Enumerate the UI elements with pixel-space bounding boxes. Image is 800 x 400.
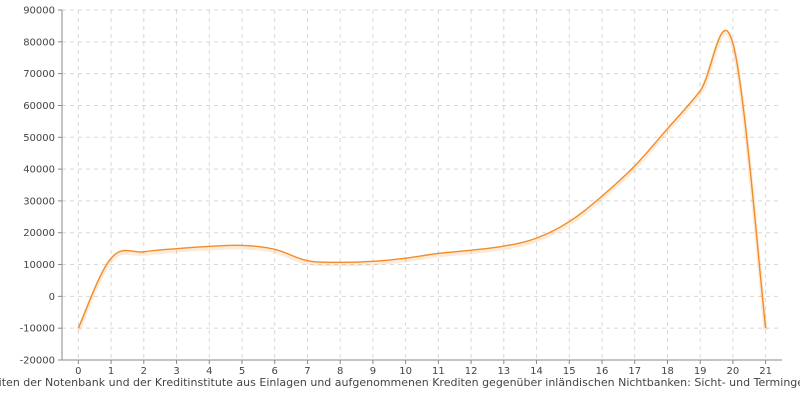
x-tick-label: 16 — [596, 366, 609, 377]
series-line-shadow — [76, 30, 768, 332]
x-tick-label: 13 — [497, 366, 510, 377]
x-tick-label: 2 — [141, 366, 147, 377]
x-tick-label: 7 — [304, 366, 310, 377]
x-tick-label: 10 — [399, 366, 412, 377]
grid — [62, 9, 782, 361]
x-tick-label: 11 — [432, 366, 445, 377]
x-tick-label: 1 — [108, 366, 114, 377]
y-tick-label: 70000 — [23, 69, 55, 80]
y-tick-label: 10000 — [23, 260, 55, 271]
y-tick-label: 30000 — [23, 196, 55, 207]
x-tick-label: 21 — [759, 366, 772, 377]
x-tick-label: 14 — [530, 366, 543, 377]
y-tick-label: 90000 — [23, 6, 55, 17]
x-tick-label: 6 — [272, 366, 278, 377]
series-layer — [76, 29, 768, 332]
x-tick-label: 4 — [206, 366, 212, 377]
y-tick-label: 20000 — [23, 228, 55, 239]
x-tick-label: 18 — [661, 366, 674, 377]
y-tick-label: 0 — [49, 292, 55, 303]
y-tick-label: 40000 — [23, 165, 55, 176]
x-tick-label: 3 — [173, 366, 179, 377]
y-tick-label: -20000 — [20, 356, 55, 367]
tick-labels: -20000-100000100002000030000400005000060… — [20, 6, 772, 378]
x-tick-label: 9 — [370, 366, 376, 377]
y-tick-label: 80000 — [23, 37, 55, 48]
x-tick-label: 19 — [694, 366, 707, 377]
x-tick-label: 8 — [337, 366, 343, 377]
x-tick-label: 0 — [75, 366, 81, 377]
x-axis-title: keiten der Notenbank und der Kreditinsti… — [0, 376, 800, 389]
y-tick-label: 50000 — [23, 133, 55, 144]
y-tick-label: -10000 — [20, 324, 55, 335]
x-tick-label: 17 — [628, 366, 641, 377]
x-tick-label: 5 — [239, 366, 245, 377]
x-tick-label: 12 — [465, 366, 478, 377]
x-tick-label: 15 — [563, 366, 576, 377]
axes — [58, 9, 782, 364]
y-tick-label: 60000 — [23, 101, 55, 112]
x-tick-label: 20 — [727, 366, 740, 377]
series-line — [77, 29, 767, 329]
